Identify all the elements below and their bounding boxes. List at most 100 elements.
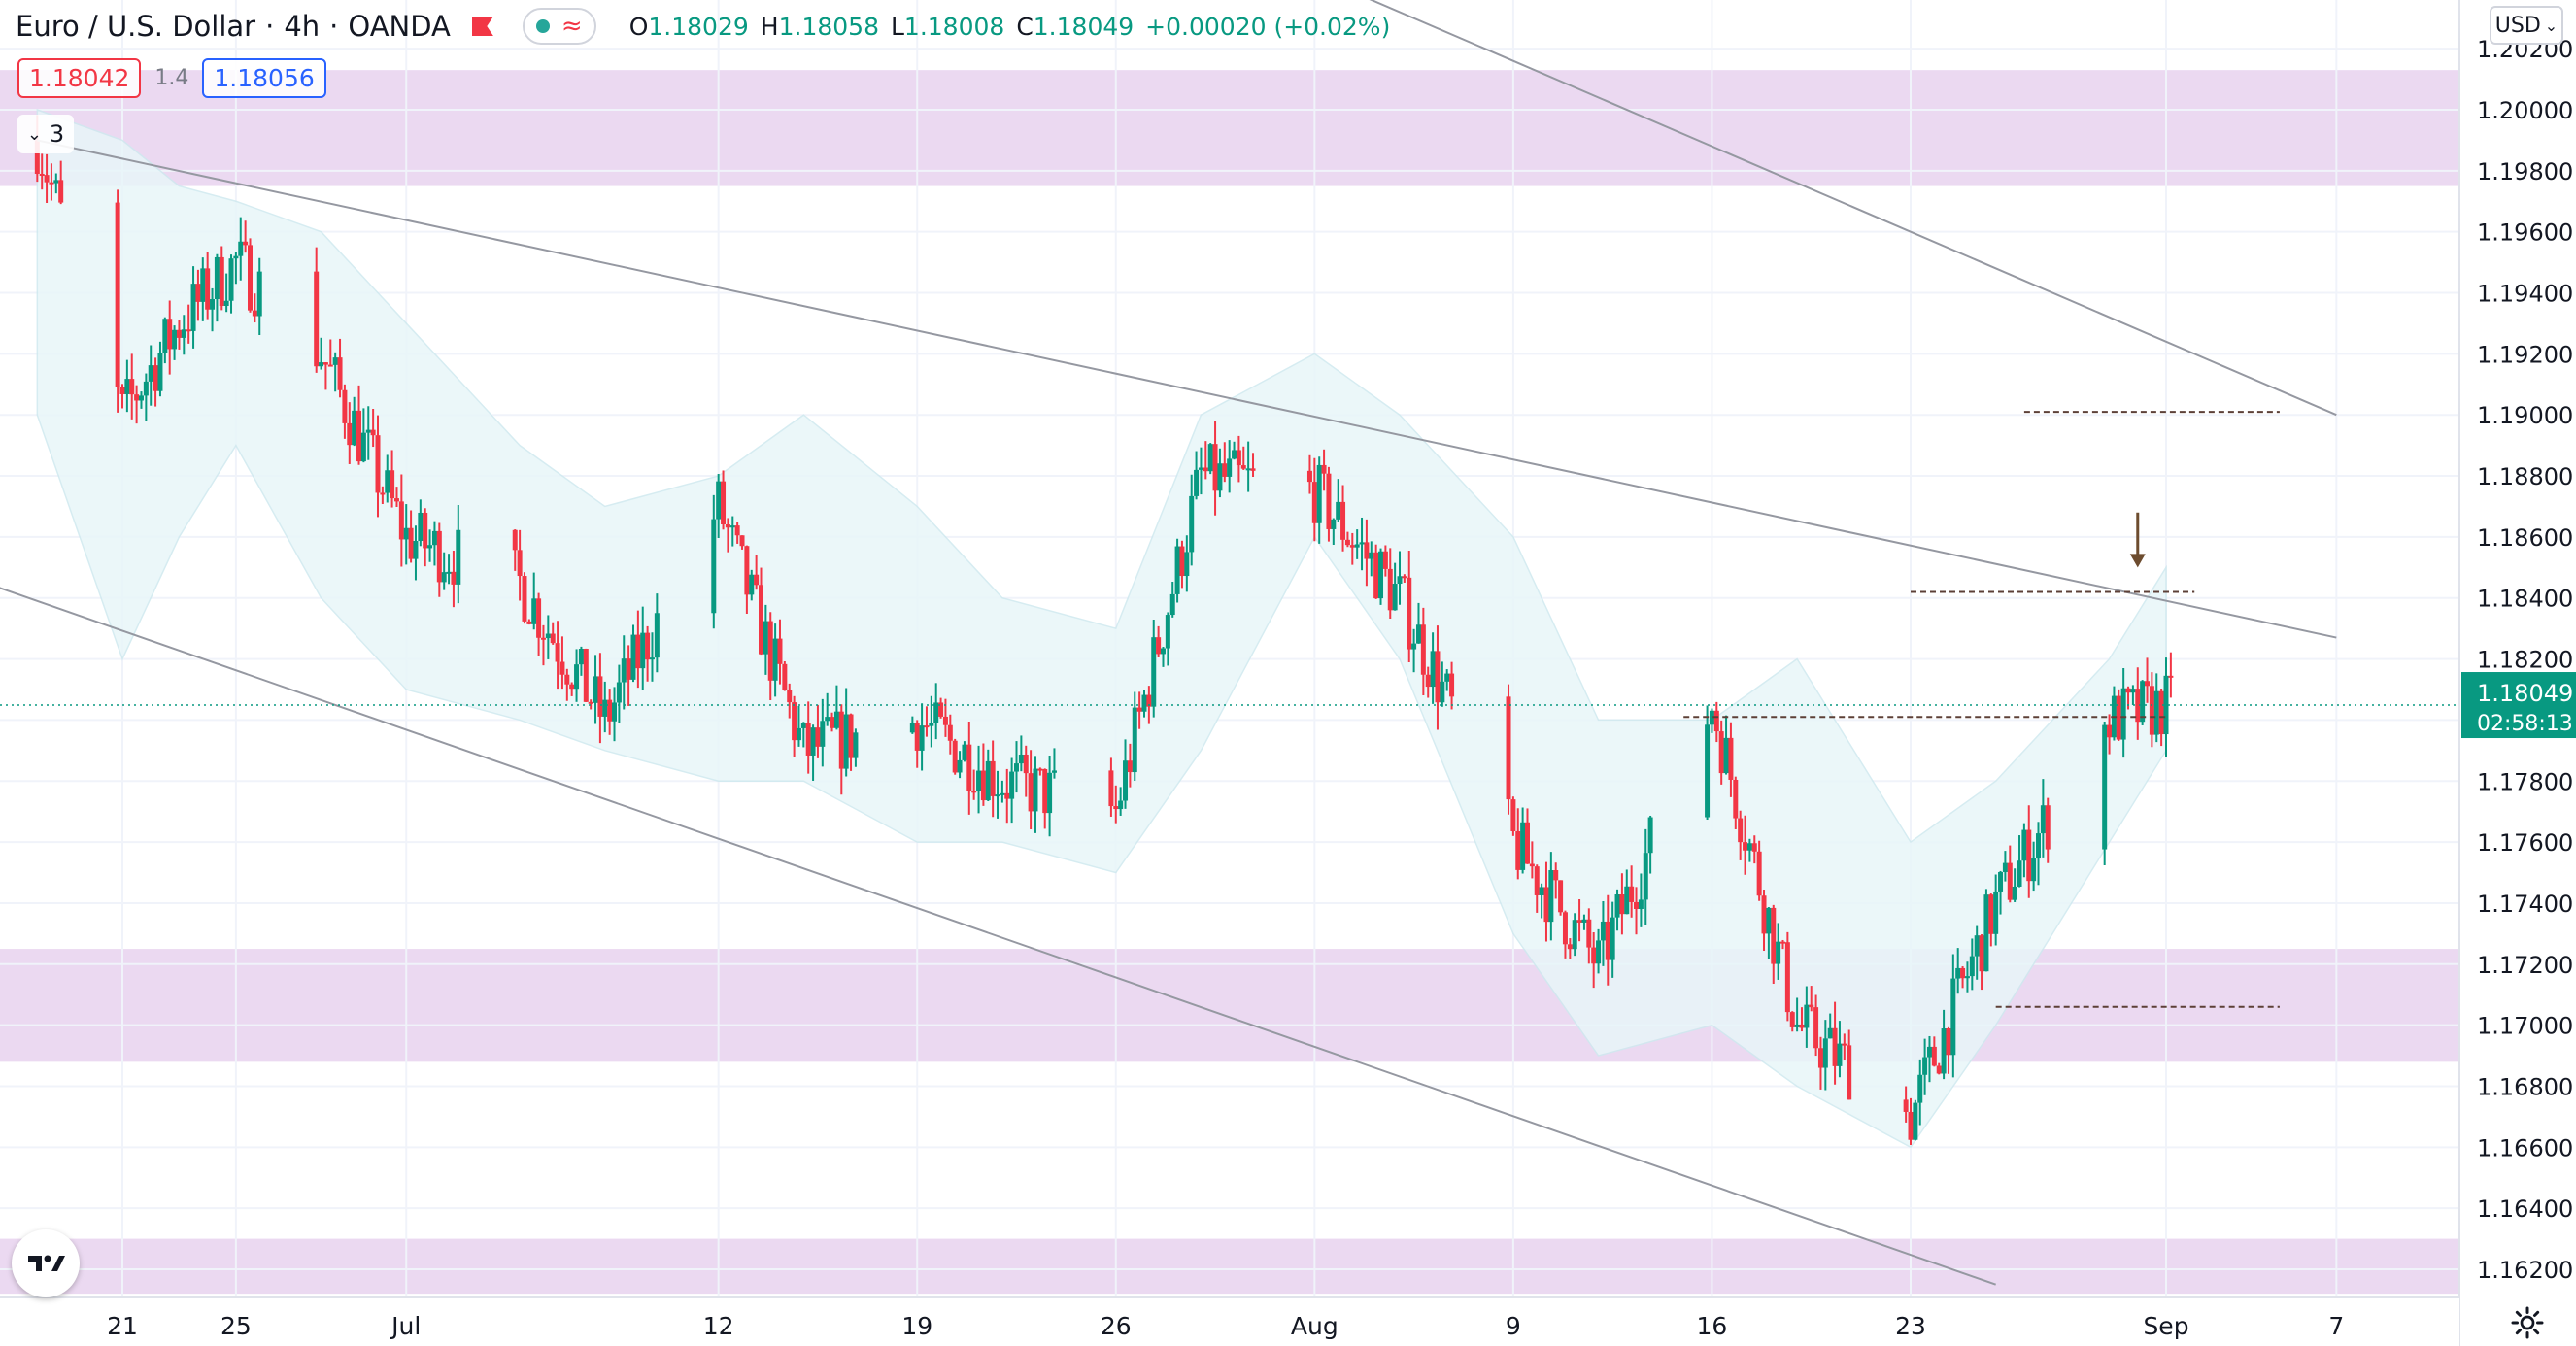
candle-body: [1789, 1012, 1795, 1027]
candle-body: [833, 711, 839, 728]
candle-body: [1232, 450, 1237, 459]
time-tick-label: 21: [107, 1312, 138, 1340]
candle-body: [1827, 1027, 1833, 1039]
candle-body: [1515, 830, 1521, 870]
candle-body: [1709, 710, 1714, 725]
candle-body: [347, 422, 353, 446]
market-status[interactable]: ≈: [522, 8, 596, 45]
candle-body: [919, 725, 925, 751]
candle-body: [1647, 817, 1653, 854]
candle-body: [1042, 769, 1048, 814]
candle-body: [966, 744, 972, 791]
candle-body: [1425, 674, 1431, 688]
price-tick-label: 1.17600: [2477, 829, 2573, 857]
open-label: O: [628, 12, 649, 41]
candle-body: [635, 634, 641, 669]
candle-body: [138, 395, 144, 401]
candle-body: [597, 676, 603, 717]
buy-button[interactable]: 1.18056: [202, 58, 326, 98]
candle-body: [1548, 870, 1554, 923]
time-tick-label: 7: [2328, 1312, 2344, 1340]
candle-body: [2007, 862, 2013, 900]
candle-body: [815, 727, 821, 747]
candle-body: [2031, 858, 2037, 882]
candle-body: [914, 723, 920, 751]
candle-body: [1349, 545, 1355, 548]
candle-body: [162, 319, 168, 353]
price-tick-label: 1.17000: [2477, 1013, 2573, 1040]
symbol-title[interactable]: Euro / U.S. Dollar: [16, 10, 256, 43]
candle-body: [957, 759, 963, 773]
candle-body: [2036, 833, 2041, 859]
candle-body: [124, 379, 130, 394]
time-tick-label: 25: [220, 1312, 252, 1340]
candle-body: [1051, 770, 1057, 773]
candle-body: [1591, 947, 1597, 964]
candle-body: [1189, 495, 1195, 553]
candle-body: [796, 727, 801, 741]
candle-body: [1946, 1028, 1951, 1056]
candle-body: [1643, 853, 1648, 900]
high-label: H: [760, 12, 779, 41]
candle-body: [1000, 792, 1005, 795]
candle-body: [990, 760, 996, 796]
candle-body: [190, 284, 196, 331]
flag-icon[interactable]: [471, 17, 493, 36]
candle-body: [995, 794, 1000, 797]
candle-body: [176, 329, 182, 338]
candle-body: [1936, 1065, 1942, 1074]
low-value: 1.18008: [903, 12, 1005, 41]
market-open-dot-icon: [535, 19, 550, 33]
candle-body: [734, 525, 740, 536]
time-tick-label: Aug: [1291, 1312, 1339, 1340]
candle-body: [1397, 576, 1403, 585]
candle-body: [1553, 870, 1559, 881]
candle-body: [1212, 444, 1218, 491]
candle-body: [1931, 1046, 1937, 1066]
candle-body: [380, 492, 386, 495]
candle-body: [352, 410, 357, 446]
quote-row: 1.18042 1.4 1.18056: [17, 58, 326, 98]
candle-body: [2116, 695, 2121, 740]
candle-body: [1378, 551, 1384, 599]
candle-body: [1913, 1102, 1918, 1140]
candle-body: [423, 512, 428, 549]
candle-body: [1813, 1007, 1819, 1049]
candle-body: [1596, 940, 1602, 964]
candle-body: [1250, 468, 1256, 471]
candle-body: [1771, 907, 1777, 964]
candle-body: [820, 721, 826, 747]
candle-body: [1321, 464, 1327, 474]
candle-body: [1009, 771, 1015, 799]
sell-button[interactable]: 1.18042: [17, 58, 142, 98]
broker-label[interactable]: OANDA: [348, 10, 451, 43]
candle-body: [1179, 546, 1185, 577]
candle-body: [2017, 860, 2022, 887]
candle-body: [1344, 539, 1350, 546]
gear-icon[interactable]: [2510, 1305, 2545, 1340]
candle-body: [1605, 921, 1610, 960]
indicators-toggle-button[interactable]: ⌄ 3: [17, 115, 74, 153]
candle-body: [446, 571, 452, 574]
candle-body: [971, 791, 977, 793]
candle-body: [1165, 615, 1170, 649]
candle-body: [129, 379, 135, 395]
candle-body: [729, 525, 735, 528]
currency-button[interactable]: USD ⌄: [2490, 6, 2563, 45]
candle-body: [243, 241, 249, 246]
currency-label: USD: [2494, 13, 2541, 38]
candle-body: [1004, 792, 1010, 799]
candle-body: [214, 256, 220, 299]
candle-body: [1983, 894, 1989, 972]
interval-label[interactable]: 4h: [284, 10, 321, 43]
candle-body: [200, 268, 206, 302]
candle-body: [933, 702, 939, 723]
candle-body: [39, 173, 45, 176]
candle-body: [1761, 895, 1767, 934]
candle-body: [1160, 648, 1166, 655]
candle-body: [962, 744, 967, 760]
candle-body: [1926, 1046, 1932, 1058]
candle-body: [569, 684, 575, 690]
tradingview-logo-icon[interactable]: [12, 1229, 80, 1297]
